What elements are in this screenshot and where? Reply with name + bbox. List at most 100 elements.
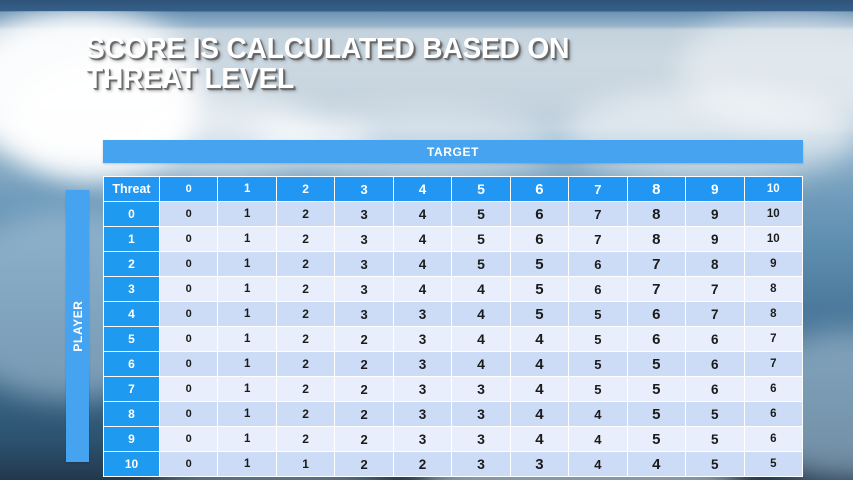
matrix-cell: 5 [626, 426, 687, 452]
matrix-column-header: 6 [509, 176, 570, 202]
matrix-row-header: 1 [103, 226, 160, 252]
matrix-cell: 1 [217, 376, 277, 402]
matrix-cell: 3 [451, 376, 511, 402]
matrix-cell: 4 [392, 201, 453, 227]
matrix-cell: 5 [568, 351, 628, 377]
matrix-cell: 5 [451, 201, 511, 227]
matrix-cell: 1 [217, 201, 277, 227]
matrix-cell: 7 [685, 301, 745, 327]
matrix-row: 0 0 1 2 3 4 5 6 7 8 9 10 [103, 201, 804, 227]
matrix-column-header: 0 [158, 176, 219, 202]
matrix-cell: 5 [685, 451, 745, 477]
matrix-cell: 4 [509, 376, 570, 402]
matrix-cell: 9 [743, 251, 804, 277]
matrix-cell: 2 [334, 326, 394, 352]
matrix-column-header: 1 [217, 176, 277, 202]
matrix-cell: 5 [743, 451, 804, 477]
matrix-cell: 4 [509, 401, 570, 427]
matrix-cell: 6 [568, 251, 628, 277]
matrix-cell: 9 [685, 226, 745, 252]
matrix-cell: 7 [626, 276, 687, 302]
matrix-cell: 6 [685, 326, 745, 352]
matrix-column-header: 3 [334, 176, 394, 202]
matrix-cell: 1 [275, 451, 336, 477]
matrix-cell: 2 [275, 251, 336, 277]
matrix-cell: 4 [451, 276, 511, 302]
matrix-column-header: 5 [451, 176, 511, 202]
matrix-cell: 7 [743, 351, 804, 377]
matrix-cell: 2 [275, 326, 336, 352]
matrix-cell: 4 [451, 351, 511, 377]
matrix-cell: 8 [685, 251, 745, 277]
matrix-row-header: 2 [103, 251, 160, 277]
matrix-row-header: 4 [103, 301, 160, 327]
matrix-cell: 7 [626, 251, 687, 277]
matrix-cell: 1 [217, 326, 277, 352]
matrix-cell: 5 [568, 376, 628, 402]
matrix-row: 10 0 1 1 2 2 3 3 4 4 5 5 [103, 451, 804, 477]
matrix-cell: 6 [626, 326, 687, 352]
matrix-cell: 0 [158, 451, 219, 477]
matrix-cell: 3 [334, 251, 394, 277]
matrix-cell: 6 [568, 276, 628, 302]
matrix-cell: 6 [685, 351, 745, 377]
matrix-cell: 9 [685, 201, 745, 227]
matrix-cell: 2 [275, 376, 336, 402]
matrix-cell: 6 [743, 426, 804, 452]
matrix-cell: 1 [217, 251, 277, 277]
matrix-cell: 8 [743, 276, 804, 302]
matrix-cell: 3 [451, 451, 511, 477]
matrix-cell: 3 [392, 351, 453, 377]
matrix-column-header: 10 [743, 176, 804, 202]
matrix-cell: 0 [158, 401, 219, 427]
matrix-column-header: 7 [568, 176, 628, 202]
matrix-cell: 6 [685, 376, 745, 402]
matrix-cell: 4 [568, 451, 628, 477]
matrix-cell: 0 [158, 376, 219, 402]
matrix-column-header: 2 [275, 176, 336, 202]
matrix-row-header: 6 [103, 351, 160, 377]
matrix-row-header: 7 [103, 376, 160, 402]
matrix-cell: 3 [334, 301, 394, 327]
matrix-cell: 6 [743, 401, 804, 427]
matrix-cell: 4 [568, 426, 628, 452]
matrix-cell: 7 [568, 226, 628, 252]
matrix-header: Threat 0 1 2 3 4 5 6 7 8 9 10 [103, 176, 804, 202]
matrix-cell: 2 [275, 401, 336, 427]
matrix-cell: 1 [217, 351, 277, 377]
matrix-cell: 4 [392, 276, 453, 302]
matrix-cell: 6 [743, 376, 804, 402]
matrix-cell: 0 [158, 301, 219, 327]
matrix-cell: 2 [275, 426, 336, 452]
matrix-cell: 2 [334, 401, 394, 427]
matrix-cell: 6 [509, 226, 570, 252]
matrix-cell: 4 [392, 226, 453, 252]
matrix-cell: 8 [626, 226, 687, 252]
matrix-column-header: 4 [392, 176, 453, 202]
matrix-cell: 2 [392, 451, 453, 477]
matrix-cell: 1 [217, 276, 277, 302]
matrix-cell: 6 [626, 301, 687, 327]
matrix-cell: 1 [217, 426, 277, 452]
matrix-cell: 1 [217, 451, 277, 477]
matrix-cell: 0 [158, 426, 219, 452]
matrix-cell: 3 [334, 226, 394, 252]
matrix-cell: 10 [743, 201, 804, 227]
matrix-cell: 2 [275, 301, 336, 327]
matrix-column-header: 9 [685, 176, 745, 202]
matrix-cell: 4 [626, 451, 687, 477]
matrix-cell: 4 [509, 326, 570, 352]
matrix-cell: 2 [334, 376, 394, 402]
matrix-cell: 5 [626, 401, 687, 427]
matrix-cell: 5 [685, 401, 745, 427]
target-axis-label: TARGET [426, 144, 480, 159]
matrix-body: 0 0 1 2 3 4 5 6 7 8 9 10 1 0 1 2 3 4 5 6 7 8 9 10 2 0 1 2 3 4 5 5 6 7 8 9 3 0… [103, 201, 804, 477]
matrix-cell: 2 [334, 451, 394, 477]
matrix-cell: 4 [509, 351, 570, 377]
